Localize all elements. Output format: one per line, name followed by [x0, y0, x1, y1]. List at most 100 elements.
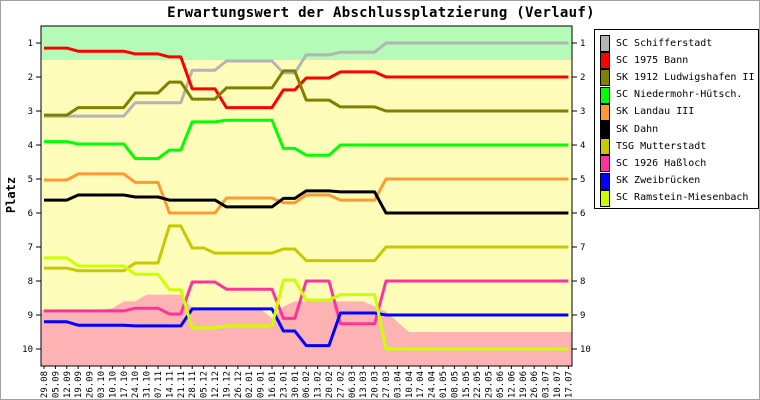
- y-tick-label-left: 5: [28, 175, 33, 185]
- x-tick-label: 13.02: [314, 371, 324, 398]
- series-line-3: [44, 118, 569, 161]
- y-tick-label-left: 9: [28, 311, 33, 321]
- series-line-2: [44, 69, 569, 117]
- x-tick-label: 24.10: [131, 371, 141, 398]
- legend-swatch: [600, 103, 610, 121]
- x-tick-label: 12.06: [507, 371, 517, 398]
- legend-label: SC Ramstein-Miesenbach: [616, 192, 749, 204]
- chart-title: Erwartungswert der Abschlussplatzierung …: [167, 5, 595, 21]
- x-tick-label: 29.05: [485, 371, 495, 398]
- x-tick-label: 12.09: [63, 371, 73, 398]
- y-tick-label-left: 7: [28, 243, 33, 253]
- legend-label: SC 1926 Haßloch: [616, 157, 707, 169]
- x-tick-label: 01.05: [439, 371, 449, 398]
- x-tick-label: 14.11: [165, 371, 175, 398]
- series-line-5: [44, 189, 569, 215]
- x-tick-label: 15.05: [462, 371, 472, 398]
- legend-label: SC Schifferstadt: [616, 37, 713, 49]
- legend-item: SK Dahn: [600, 121, 658, 138]
- y-tick-label-left: 3: [28, 107, 33, 117]
- x-tick-label: 27.03: [382, 371, 392, 398]
- x-tick-label: 02.01: [245, 371, 255, 398]
- series-line-9: [44, 256, 569, 351]
- y-tick-label-left: 6: [28, 209, 33, 219]
- legend-label: SK Zweibrücken: [616, 175, 701, 187]
- x-tick-label: 24.04: [428, 371, 438, 398]
- series-line-6: [44, 224, 569, 273]
- legend-label: SC Niedermohr-Hütsch.: [616, 89, 743, 101]
- x-tick-label: 20.03: [371, 371, 381, 398]
- x-tick-label: 13.03: [359, 371, 369, 398]
- x-tick-label: 05.12: [200, 371, 210, 398]
- y-tick-label-right: 5: [580, 175, 585, 185]
- x-tick-label: 12.12: [211, 371, 221, 398]
- y-tick-label-left: 10: [22, 345, 33, 355]
- y-tick-label-right: 1: [580, 39, 585, 49]
- series-line-1: [44, 46, 569, 110]
- y-tick-label-right: 10: [580, 345, 591, 355]
- y-tick-label-right: 4: [580, 141, 585, 151]
- series-line-8: [44, 307, 569, 348]
- series-line-7: [44, 279, 569, 326]
- x-tick-label: 03.04: [393, 371, 403, 398]
- y-tick-label-left: 2: [28, 73, 33, 83]
- x-tick-label: 08.05: [450, 371, 460, 398]
- x-tick-label: 06.03: [348, 371, 358, 398]
- x-tick-label: 30.01: [291, 371, 301, 398]
- y-tick-label-right: 8: [580, 277, 585, 287]
- x-tick-label: 22.05: [473, 371, 483, 398]
- x-tick-label: 28.11: [188, 371, 198, 398]
- series-line-4: [44, 172, 569, 215]
- x-tick-label: 21.11: [177, 371, 187, 398]
- legend-item: SK Zweibrücken: [600, 172, 701, 190]
- y-tick-label-right: 2: [580, 73, 585, 83]
- y-tick-label-right: 7: [580, 243, 585, 253]
- x-tick-label: 27.02: [336, 371, 346, 398]
- y-tick-label-left: 1: [28, 39, 33, 49]
- x-tick-label: 23.01: [279, 371, 289, 398]
- legend-swatch: [600, 189, 610, 207]
- x-tick-label: 20.02: [325, 371, 335, 398]
- legend-item: SK 1912 Ludwigshafen II: [600, 69, 755, 87]
- legend-item: SC Schifferstadt: [600, 35, 712, 52]
- x-tick-label: 31.10: [143, 371, 153, 398]
- y-tick-label-left: 8: [28, 277, 33, 287]
- x-tick-label: 26.12: [234, 371, 244, 398]
- y-tick-label-right: 3: [580, 107, 585, 117]
- legend-item: SC Ramstein-Miesenbach: [600, 189, 749, 207]
- legend-swatch: [600, 138, 610, 156]
- x-tick-label: 19.09: [74, 371, 84, 398]
- legend-item: SK Landau III: [600, 103, 695, 121]
- x-tick-label: 17.10: [120, 371, 130, 398]
- legend-item: SC 1975 Bann: [600, 52, 689, 70]
- legend-label: SC 1975 Bann: [616, 54, 689, 66]
- legend-swatch: [600, 172, 610, 190]
- x-tick-label: 26.09: [86, 371, 96, 398]
- legend-swatch: [600, 121, 610, 138]
- x-tick-label: 07.11: [154, 371, 164, 398]
- x-tick-label: 29.08: [40, 371, 50, 398]
- legend-swatch: [600, 35, 610, 52]
- x-tick-label: 09.01: [257, 371, 267, 398]
- legend-swatch: [600, 86, 610, 104]
- legend-item: SC Niedermohr-Hütsch.: [600, 86, 743, 104]
- legend-label: SK Dahn: [616, 123, 659, 135]
- x-tick-label: 06.02: [302, 371, 312, 398]
- x-tick-label: 17.07: [564, 371, 574, 398]
- x-tick-label: 10.07: [553, 371, 563, 398]
- x-tick-label: 26.06: [530, 371, 540, 398]
- x-tick-label: 10.04: [405, 371, 415, 398]
- x-tick-label: 16.01: [268, 371, 278, 398]
- y-tick-label-right: 9: [580, 311, 585, 321]
- x-tick-label: 03.10: [97, 371, 107, 398]
- legend-label: SK 1912 Ludwigshafen II: [616, 71, 755, 83]
- legend-swatch: [600, 155, 610, 173]
- legend-swatch: [600, 52, 610, 70]
- legend-item: SC 1926 Haßloch: [600, 155, 707, 173]
- x-tick-label: 10.10: [108, 371, 118, 398]
- legend-swatch: [600, 69, 610, 87]
- x-tick-label: 19.06: [519, 371, 529, 398]
- legend-item: TSG Mutterstadt: [600, 138, 706, 156]
- legend-label: SK Landau III: [616, 106, 695, 118]
